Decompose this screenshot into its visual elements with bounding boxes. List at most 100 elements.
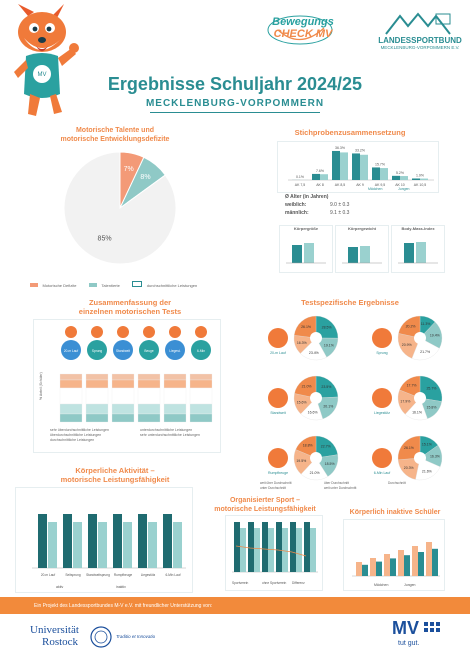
donut-label-3-1: 15.8% — [427, 406, 437, 410]
summary-seg-2-4 — [111, 413, 135, 423]
donut-seg-5-4 — [397, 435, 421, 460]
donut-label-5-4: 26.1% — [404, 446, 414, 450]
summary-legend-left-2: durchschnittliche Leistungen — [50, 438, 95, 442]
test-circle-5 — [191, 340, 211, 360]
pie-label-0: 7% — [124, 166, 134, 173]
donut-label-0-1: 19.1% — [324, 344, 334, 348]
activity-cat-2: Standweitsprung — [86, 573, 110, 577]
donut-label-4-2: 21.0% — [310, 471, 320, 475]
age-stat-1-value: 9.1 ± 0.3 — [330, 210, 350, 216]
tests-legend-2: Durchschnitt — [388, 481, 406, 485]
donut-label-3-0: 25.7% — [426, 386, 436, 390]
test-specific-grid: 20-m Lauf 28.5% 19.1% 23.4% 16.3% 26.1% Sprung… — [250, 308, 455, 490]
section4-title: Testspezifische Ergebnisse — [301, 298, 399, 307]
donut-label-1-4: 20.2% — [406, 324, 416, 328]
test-circle-label-3: Beuge — [144, 349, 153, 353]
summary-seg-5-2 — [189, 387, 213, 405]
donut-label-0-3: 16.3% — [297, 341, 307, 345]
sample-cat-5: AK 10 — [395, 183, 405, 187]
donut-seg-2-0 — [315, 375, 339, 399]
test-circle-1 — [87, 340, 107, 360]
donut-seg-2-4 — [294, 375, 317, 399]
donut-label-1-1: 19.4% — [430, 334, 440, 338]
uni-tag: Traditio et Innovatio — [116, 634, 156, 639]
donut-hole-5 — [414, 452, 426, 464]
test-mascot-large-4 — [268, 448, 288, 468]
pie-legend-2: durchschnittliche Leistungen — [146, 283, 198, 288]
activity-bar-i-4 — [148, 522, 157, 568]
donut-label-1-3: 20.9% — [402, 343, 412, 347]
sample-bar-m-6 — [420, 178, 428, 180]
activity-bar-a-2 — [88, 514, 97, 568]
donut-seg-3-0 — [419, 375, 443, 402]
donut-label-1-0: 11.3% — [421, 322, 431, 326]
club-diff-line — [235, 545, 307, 557]
page-title: Ergebnisse Schuljahr 2024/25 — [107, 74, 363, 94]
pie-legend: Motorische Defizite Talentierte durchsch… — [30, 274, 210, 288]
summary-seg-3-2 — [137, 387, 161, 405]
pie-chart: 7% 8% 85% — [60, 148, 180, 268]
donut-label-5-1: 16.3% — [430, 454, 440, 458]
summary-panel: 20-m Lauf Sprung Standweit Beuge Liegest. 6-M… — [34, 320, 220, 452]
summary-seg-5-3 — [189, 403, 213, 415]
summary-seg-1-4 — [85, 413, 109, 423]
inactive-legend-1: Jungen — [404, 583, 416, 587]
uni-line1: Universität — [30, 624, 79, 636]
mini-chart-bmi: Body-Mass-Index — [392, 226, 444, 272]
donut-seg-0-4 — [294, 315, 317, 339]
summary-seg-2-3 — [111, 403, 135, 415]
sample-cat-0: AK 7,5 — [295, 183, 306, 187]
test-name-3: Liegestütz — [374, 411, 390, 415]
section1-title-2: motorische Entwicklungsdefizite — [60, 136, 170, 143]
activity-panel: 20-m Lauf Seitsprung Standweitsprung Rumpfb… — [16, 488, 192, 592]
sample-legend-1: Jungen — [398, 187, 410, 191]
sample-bar-f-3 — [352, 153, 360, 180]
test-name-0: 20-m Lauf — [270, 351, 286, 355]
club-bar-b-0 — [240, 528, 246, 572]
mini-title-0: Körpergröße — [293, 226, 319, 231]
summary-seg-0-4 — [59, 413, 83, 423]
lsb-logo: LANDESSPORTBUND MECKLENBURG-VORPOMMERN E… — [378, 12, 462, 52]
section7-title: Körperlich inaktive Schüler — [349, 509, 441, 516]
section3-title-1: Zusammenfassung der — [88, 298, 172, 307]
activity-bar-a-1 — [63, 514, 72, 568]
sample-legend-0: Mädchen — [368, 187, 382, 191]
club-legend-2: Differenz — [292, 581, 305, 585]
club-bar-a-1 — [248, 522, 254, 572]
mv-text: MV — [392, 618, 419, 638]
age-stat-1-label: männlich: — [285, 210, 309, 216]
sample-pct-6: 1.9% — [416, 173, 424, 177]
summary-seg-2-0 — [111, 373, 135, 381]
summary-seg-4-3 — [163, 403, 187, 415]
svg-text:MV: MV — [38, 72, 47, 78]
badge-line2: CHECK MV — [273, 28, 333, 40]
sample-cat-6: AK 10,5 — [414, 183, 427, 187]
sample-bar-m-5 — [400, 176, 408, 180]
activity-bar-a-3 — [113, 514, 122, 568]
sample-pct-4: 15.7% — [375, 162, 385, 166]
sample-panel: 0.1% AK 7,5 7.6% AK 8 36.3% AK 8,5 33.2% AK 9 15… — [278, 142, 438, 192]
sample-bar-m-1 — [320, 174, 328, 180]
mascot-fox: MV — [10, 2, 80, 122]
activity-bar-i-1 — [73, 522, 82, 568]
section3-title-2: einzelnen motorischen Tests — [78, 307, 182, 316]
inactive-bar-m-5 — [432, 548, 438, 576]
inactive-bar-m-0 — [362, 564, 368, 576]
test-circle-label-4: Liegest. — [169, 349, 180, 353]
pie-legend-0: Motorische Defizite — [42, 283, 77, 288]
donut-seg-1-4 — [398, 315, 421, 339]
page-subtitle: MECKLENBURG-VORPOMMERN — [145, 98, 325, 109]
test-mascot-3 — [143, 326, 155, 338]
summary-seg-0-2 — [59, 387, 83, 405]
inactive-bar-m-3 — [404, 555, 410, 576]
test-name-4: Rumpfbeuge — [268, 471, 288, 475]
donut-label-3-3: 17.9% — [400, 399, 410, 403]
age-stats-title: Ø Alter (in Jahren) — [285, 194, 329, 200]
test-mascot-4 — [169, 326, 181, 338]
section6-title-1: Organisierter Sport – — [229, 497, 301, 504]
summary-seg-3-0 — [137, 373, 161, 381]
section6-title-2: motorische Leistungsfähigkeit — [214, 506, 316, 513]
test-mascot-large-0 — [268, 328, 288, 348]
summary-seg-3-4 — [137, 413, 161, 423]
donut-label-5-3: 20.3% — [404, 466, 414, 470]
